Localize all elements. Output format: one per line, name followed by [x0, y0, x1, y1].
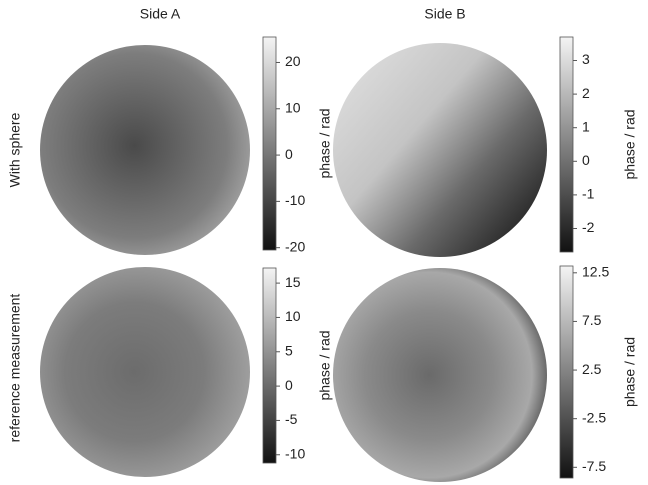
colorbar-tick-label: -10: [285, 192, 305, 208]
colorbar-tick-label: -2.5: [582, 409, 606, 425]
phase-map: [40, 267, 250, 477]
colorbar-label: phase / rad: [622, 109, 638, 179]
colorbar-tick-label: 2: [582, 85, 590, 101]
colorbar-tick-label: -20: [285, 238, 305, 254]
colorbar-tick-label: 1: [582, 118, 590, 134]
phase-map: [40, 45, 250, 255]
colorbar-tick-label: 0: [285, 146, 293, 162]
colorbar-tick-label: -7.5: [582, 458, 606, 474]
phase-map: [333, 268, 547, 482]
colorbar-tick-label: 0: [582, 152, 590, 168]
column-title: Side B: [424, 6, 465, 22]
colorbar-tick-label: -1: [582, 186, 595, 202]
colorbar-tick-label: 5: [285, 342, 293, 358]
colorbar-label: phase / rad: [317, 330, 333, 400]
colorbar-tick-label: 12.5: [582, 264, 609, 280]
colorbar-label: phase / rad: [317, 108, 333, 178]
colorbar-tick-label: -2: [582, 219, 595, 235]
colorbar-tick-label: 0: [285, 377, 293, 393]
colorbar-tick-label: -5: [285, 411, 298, 427]
colorbar-label: phase / rad: [622, 337, 638, 407]
column-title: Side A: [140, 6, 181, 22]
colorbar-tick-label: 15: [285, 274, 301, 290]
colorbar: [263, 268, 276, 463]
colorbar-tick-label: 10: [285, 99, 301, 115]
row-label: With sphere: [7, 112, 23, 187]
phase-map: [333, 43, 547, 257]
row-label: reference measurement: [7, 294, 23, 443]
colorbar-tick-label: -10: [285, 445, 305, 461]
colorbar-tick-label: 3: [582, 51, 590, 67]
figure: Side A Side B With sphere reference meas…: [0, 0, 648, 485]
colorbar-tick-label: 10: [285, 308, 301, 324]
colorbar: [263, 37, 276, 250]
colorbar-tick-label: 2.5: [582, 361, 602, 377]
colorbar: [560, 266, 573, 478]
colorbar-tick-label: 7.5: [582, 312, 602, 328]
colorbar-tick-label: 20: [285, 53, 301, 69]
colorbar: [560, 37, 573, 252]
